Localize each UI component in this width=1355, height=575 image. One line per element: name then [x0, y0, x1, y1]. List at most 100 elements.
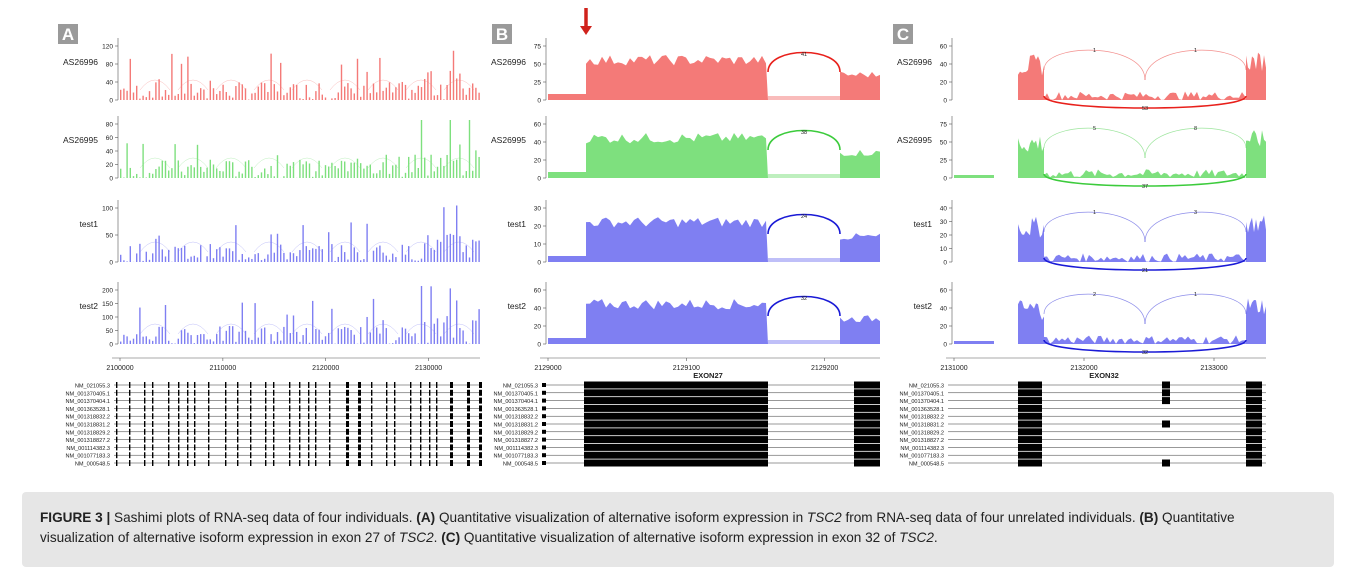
exon-block [479, 413, 482, 420]
y-tick-label: 20 [940, 324, 948, 331]
caption-b-end: . [433, 530, 442, 545]
exon-block [299, 436, 301, 443]
coverage-bar [286, 92, 288, 100]
figure-caption: FIGURE 3 | Sashimi plots of RNA-seq data… [40, 508, 1310, 548]
coverage-bar [337, 168, 339, 178]
coverage-bar [270, 234, 272, 262]
coverage-bar [411, 89, 413, 100]
exon-block [187, 397, 189, 404]
exon-block [168, 452, 170, 459]
coverage-bar [212, 164, 215, 178]
exon-block [194, 389, 196, 396]
coverage-bar [302, 99, 304, 100]
coverage-bar [465, 341, 467, 344]
coverage-bar [145, 177, 147, 178]
exon-block [479, 389, 482, 396]
coverage-bar [347, 83, 349, 100]
panel-letter-badge [58, 24, 78, 44]
exon-block [429, 444, 431, 451]
panel-a: A AS26996 0 40 80 120 AS26995 0 20 40 60 80 test1 0 50… [58, 24, 482, 468]
coverage-bar [171, 343, 173, 344]
exon-block [467, 452, 470, 459]
coverage-bar [350, 222, 352, 262]
exon-block [854, 381, 880, 389]
coverage-bar [180, 330, 183, 344]
exon-block [178, 389, 180, 396]
exon-block [420, 428, 422, 435]
exon-block [289, 421, 291, 427]
coverage-bar [280, 62, 282, 100]
exon-block [265, 436, 267, 443]
coverage-low [954, 341, 994, 344]
coverage-bar [254, 92, 256, 100]
coverage-bar [152, 173, 154, 178]
exon-block [371, 413, 373, 420]
exon-block [299, 444, 301, 451]
exon-block [178, 452, 180, 459]
junction-count: 1 [1093, 48, 1096, 54]
exon-block [152, 405, 154, 412]
coverage-bar [360, 163, 362, 178]
sample-label: test1 [80, 219, 99, 229]
coverage-bar [123, 88, 125, 100]
x-tick-label: 2100000 [106, 365, 133, 372]
exon-block [225, 460, 227, 466]
coverage-bar [187, 332, 189, 344]
coverage-bar [283, 252, 285, 262]
coverage-bar [401, 81, 403, 100]
coverage-bar [388, 259, 391, 262]
coverage-bar [248, 160, 250, 178]
exon-block [187, 436, 189, 443]
exon-block [273, 421, 275, 427]
junction-arc [329, 157, 361, 169]
coverage-bar [449, 70, 451, 100]
exon-block [329, 452, 331, 459]
exon-block [358, 460, 361, 466]
coverage-bar [283, 326, 285, 344]
exon-block [1246, 459, 1262, 467]
exon-block [116, 397, 118, 404]
exon-block [178, 413, 180, 420]
exon-block [542, 437, 546, 442]
exon-block [1246, 436, 1262, 444]
coverage-bar [260, 260, 263, 262]
exon-block [225, 428, 227, 435]
transcript-label: NM_021055.3 [503, 384, 538, 390]
coverage-bar [225, 161, 227, 178]
coverage-bar [251, 93, 253, 100]
y-tick-label: 40 [940, 306, 948, 313]
coverage-bar [158, 235, 160, 262]
junction-arc [291, 79, 323, 91]
y-tick-label: 75 [940, 122, 948, 129]
coverage-bar [254, 177, 256, 178]
junction-arc [367, 323, 399, 335]
coverage-bar [177, 338, 179, 344]
coverage-bar [475, 320, 477, 344]
transcript-label: NM_001318827.2 [900, 438, 944, 444]
exon-block [467, 444, 470, 451]
coverage-bar [472, 83, 474, 100]
exon-block [152, 382, 154, 388]
exon-block [315, 389, 317, 396]
exon-block [358, 436, 361, 443]
coverage-bar [216, 94, 218, 100]
y-tick-label: 0 [109, 98, 113, 105]
coverage-bar [209, 159, 211, 178]
y-tick-label: 40 [940, 62, 948, 69]
exon-block [854, 459, 880, 467]
exon-block [386, 421, 388, 427]
exon-block [1162, 381, 1170, 389]
coverage-bar [424, 322, 426, 344]
exon-block [358, 452, 361, 459]
exon-block [410, 397, 412, 404]
coverage-bar [385, 87, 387, 100]
exon-block [299, 405, 301, 412]
exon-block [194, 421, 196, 427]
sample-label: test2 [914, 301, 933, 311]
transcript-label: NM_001318831.2 [494, 423, 538, 429]
coverage-bar [360, 96, 362, 100]
coverage-bar [465, 94, 467, 100]
y-tick-label: 60 [534, 122, 542, 129]
exon-block [429, 397, 431, 404]
exon-block [299, 460, 301, 466]
